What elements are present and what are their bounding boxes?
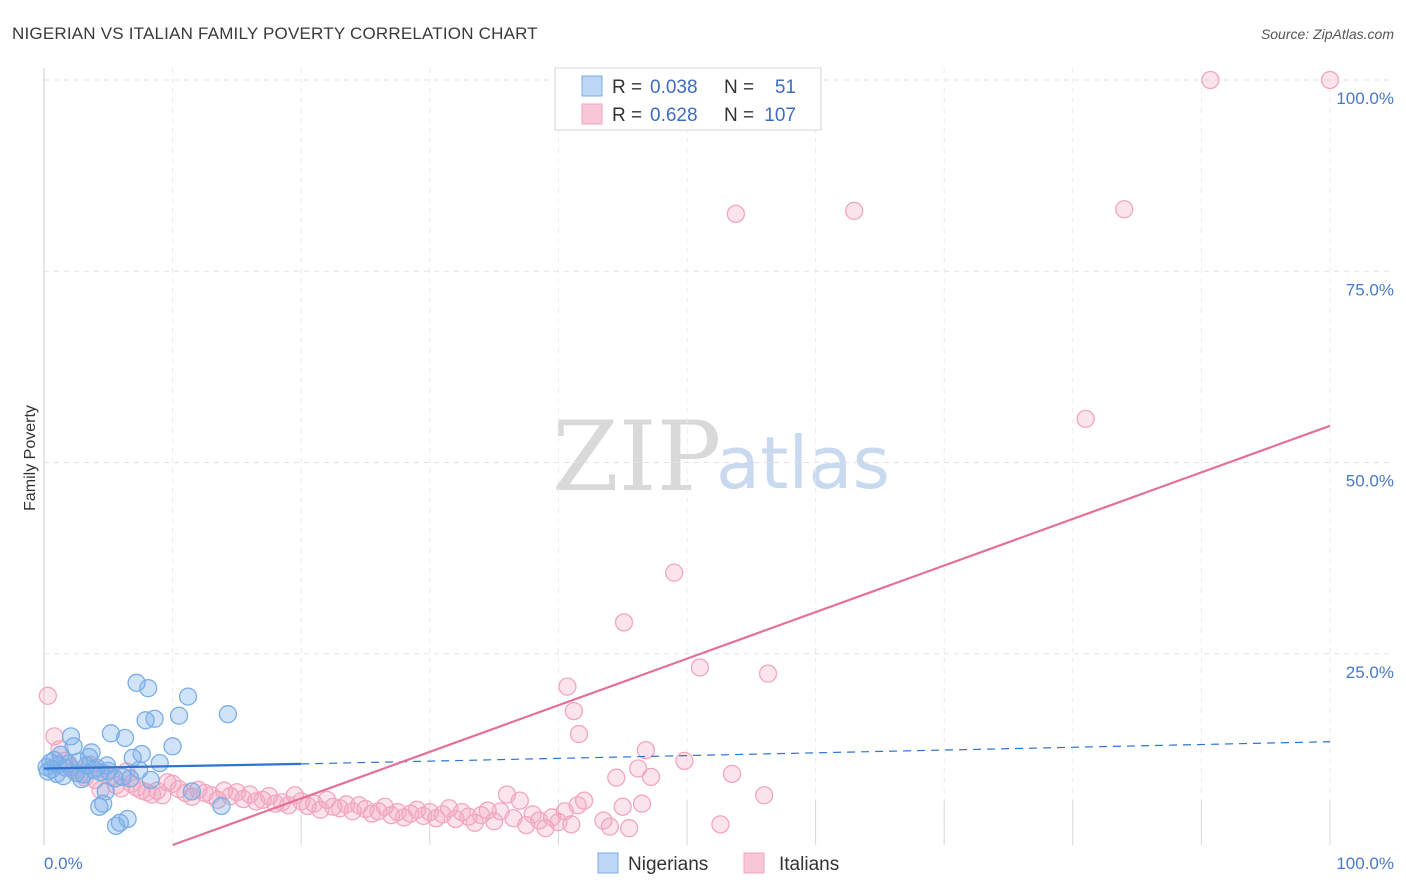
nigerian-point [127, 673, 146, 692]
nigerian-point [82, 743, 101, 762]
italian-point [510, 791, 529, 810]
italian-point [574, 791, 594, 810]
series-legend-swatch-nigerians [597, 852, 619, 874]
italian-point [628, 759, 648, 778]
nigerian-point [163, 737, 182, 756]
y-tick-label: 100.0% [1336, 89, 1394, 108]
nigerian-point [145, 709, 164, 728]
italian-point [726, 204, 746, 224]
series-legend-swatch-italians [743, 852, 765, 874]
nigerian-point [132, 744, 151, 764]
italian-point [1201, 70, 1220, 90]
italian-point [564, 701, 583, 721]
italian-point [619, 819, 639, 838]
legend-swatch-nigerians [581, 75, 603, 97]
italian-point [664, 563, 684, 582]
nigerian-trend-extension [301, 741, 1331, 765]
legend-n-value-2: 107 [764, 105, 796, 126]
italian-point [636, 740, 655, 760]
nigerian-point [212, 796, 231, 816]
italian-point [690, 658, 710, 677]
nigerian-point [139, 679, 158, 698]
legend-r-value-1: 0.038 [650, 77, 698, 98]
nigerian-point [115, 728, 135, 748]
italian-point [758, 664, 778, 683]
y-tick-label: 50.0% [1346, 472, 1394, 491]
italian-point [711, 815, 730, 834]
legend-swatch-italians [581, 103, 603, 125]
nigerian-point [141, 770, 160, 790]
legend-r-value-2: 0.628 [650, 105, 698, 126]
legend-r-label-2: R = [612, 105, 642, 126]
italian-point [613, 797, 632, 816]
nigerian-point [118, 809, 137, 829]
nigerian-point [182, 782, 202, 801]
series-legend-label-italians: Italians [779, 854, 839, 875]
trend-lines [43, 424, 1331, 847]
italian-point [607, 768, 626, 787]
italian-trend-line [172, 424, 1331, 847]
italian-point [38, 686, 58, 705]
y-tick-labels: 25.0% 50.0% 75.0% 100.0% [1336, 89, 1394, 682]
italian-point [337, 795, 356, 814]
italian-point [1115, 200, 1134, 219]
italian-point [478, 801, 497, 820]
italian-point [675, 751, 694, 770]
italian-point [755, 786, 774, 805]
italian-point [600, 817, 619, 836]
series-legend: Nigerians Italians [597, 852, 839, 875]
gridlines [43, 68, 1394, 845]
y-axis-label: Family Poverty [22, 405, 39, 511]
italian-point [317, 790, 337, 810]
italian-point [845, 201, 864, 220]
stats-legend: R = 0.038 N = 51 R = 0.628 N = 107 [554, 67, 822, 131]
legend-r-label-1: R = [612, 77, 642, 98]
nigerian-point [169, 706, 189, 725]
nigerian-point [96, 782, 115, 801]
italian-point [632, 794, 652, 813]
italian-point [127, 778, 146, 797]
nigerian-point [64, 737, 83, 756]
legend-n-label-1: N = [724, 77, 754, 98]
series-legend-label-nigerians: Nigerians [628, 854, 708, 875]
chart-title: NIGERIAN VS ITALIAN FAMILY POVERTY CORRE… [12, 24, 538, 43]
y-tick-label: 25.0% [1346, 663, 1394, 682]
watermark-zip: ZIP [552, 401, 721, 513]
nigerian-point [218, 705, 238, 724]
italian-point [1320, 70, 1340, 90]
chart-source: Source: ZipAtlas.com [1261, 26, 1394, 42]
italian-point [484, 812, 504, 831]
italian-point [722, 764, 742, 784]
scatter-points [37, 70, 1340, 838]
watermark: ZIP atlas [552, 401, 890, 513]
nigerian-point [178, 687, 198, 706]
watermark-atlas: atlas [716, 421, 890, 505]
italian-point [562, 815, 581, 834]
x-tick-label-max: 100.0% [1336, 854, 1394, 873]
legend-n-label-2: N = [724, 105, 754, 126]
nigerian-trend-line [43, 762, 302, 770]
nigerian-point [101, 724, 121, 743]
nigerian-point [150, 753, 169, 773]
y-tick-label: 75.0% [1346, 280, 1394, 299]
italian-point [641, 767, 661, 787]
italian-point [614, 613, 634, 632]
x-tick-label-min: 0.0% [44, 854, 83, 873]
legend-n-value-1: 51 [775, 77, 796, 98]
italian-point [558, 677, 577, 696]
italian-point [1076, 409, 1095, 429]
italian-point [569, 724, 589, 744]
